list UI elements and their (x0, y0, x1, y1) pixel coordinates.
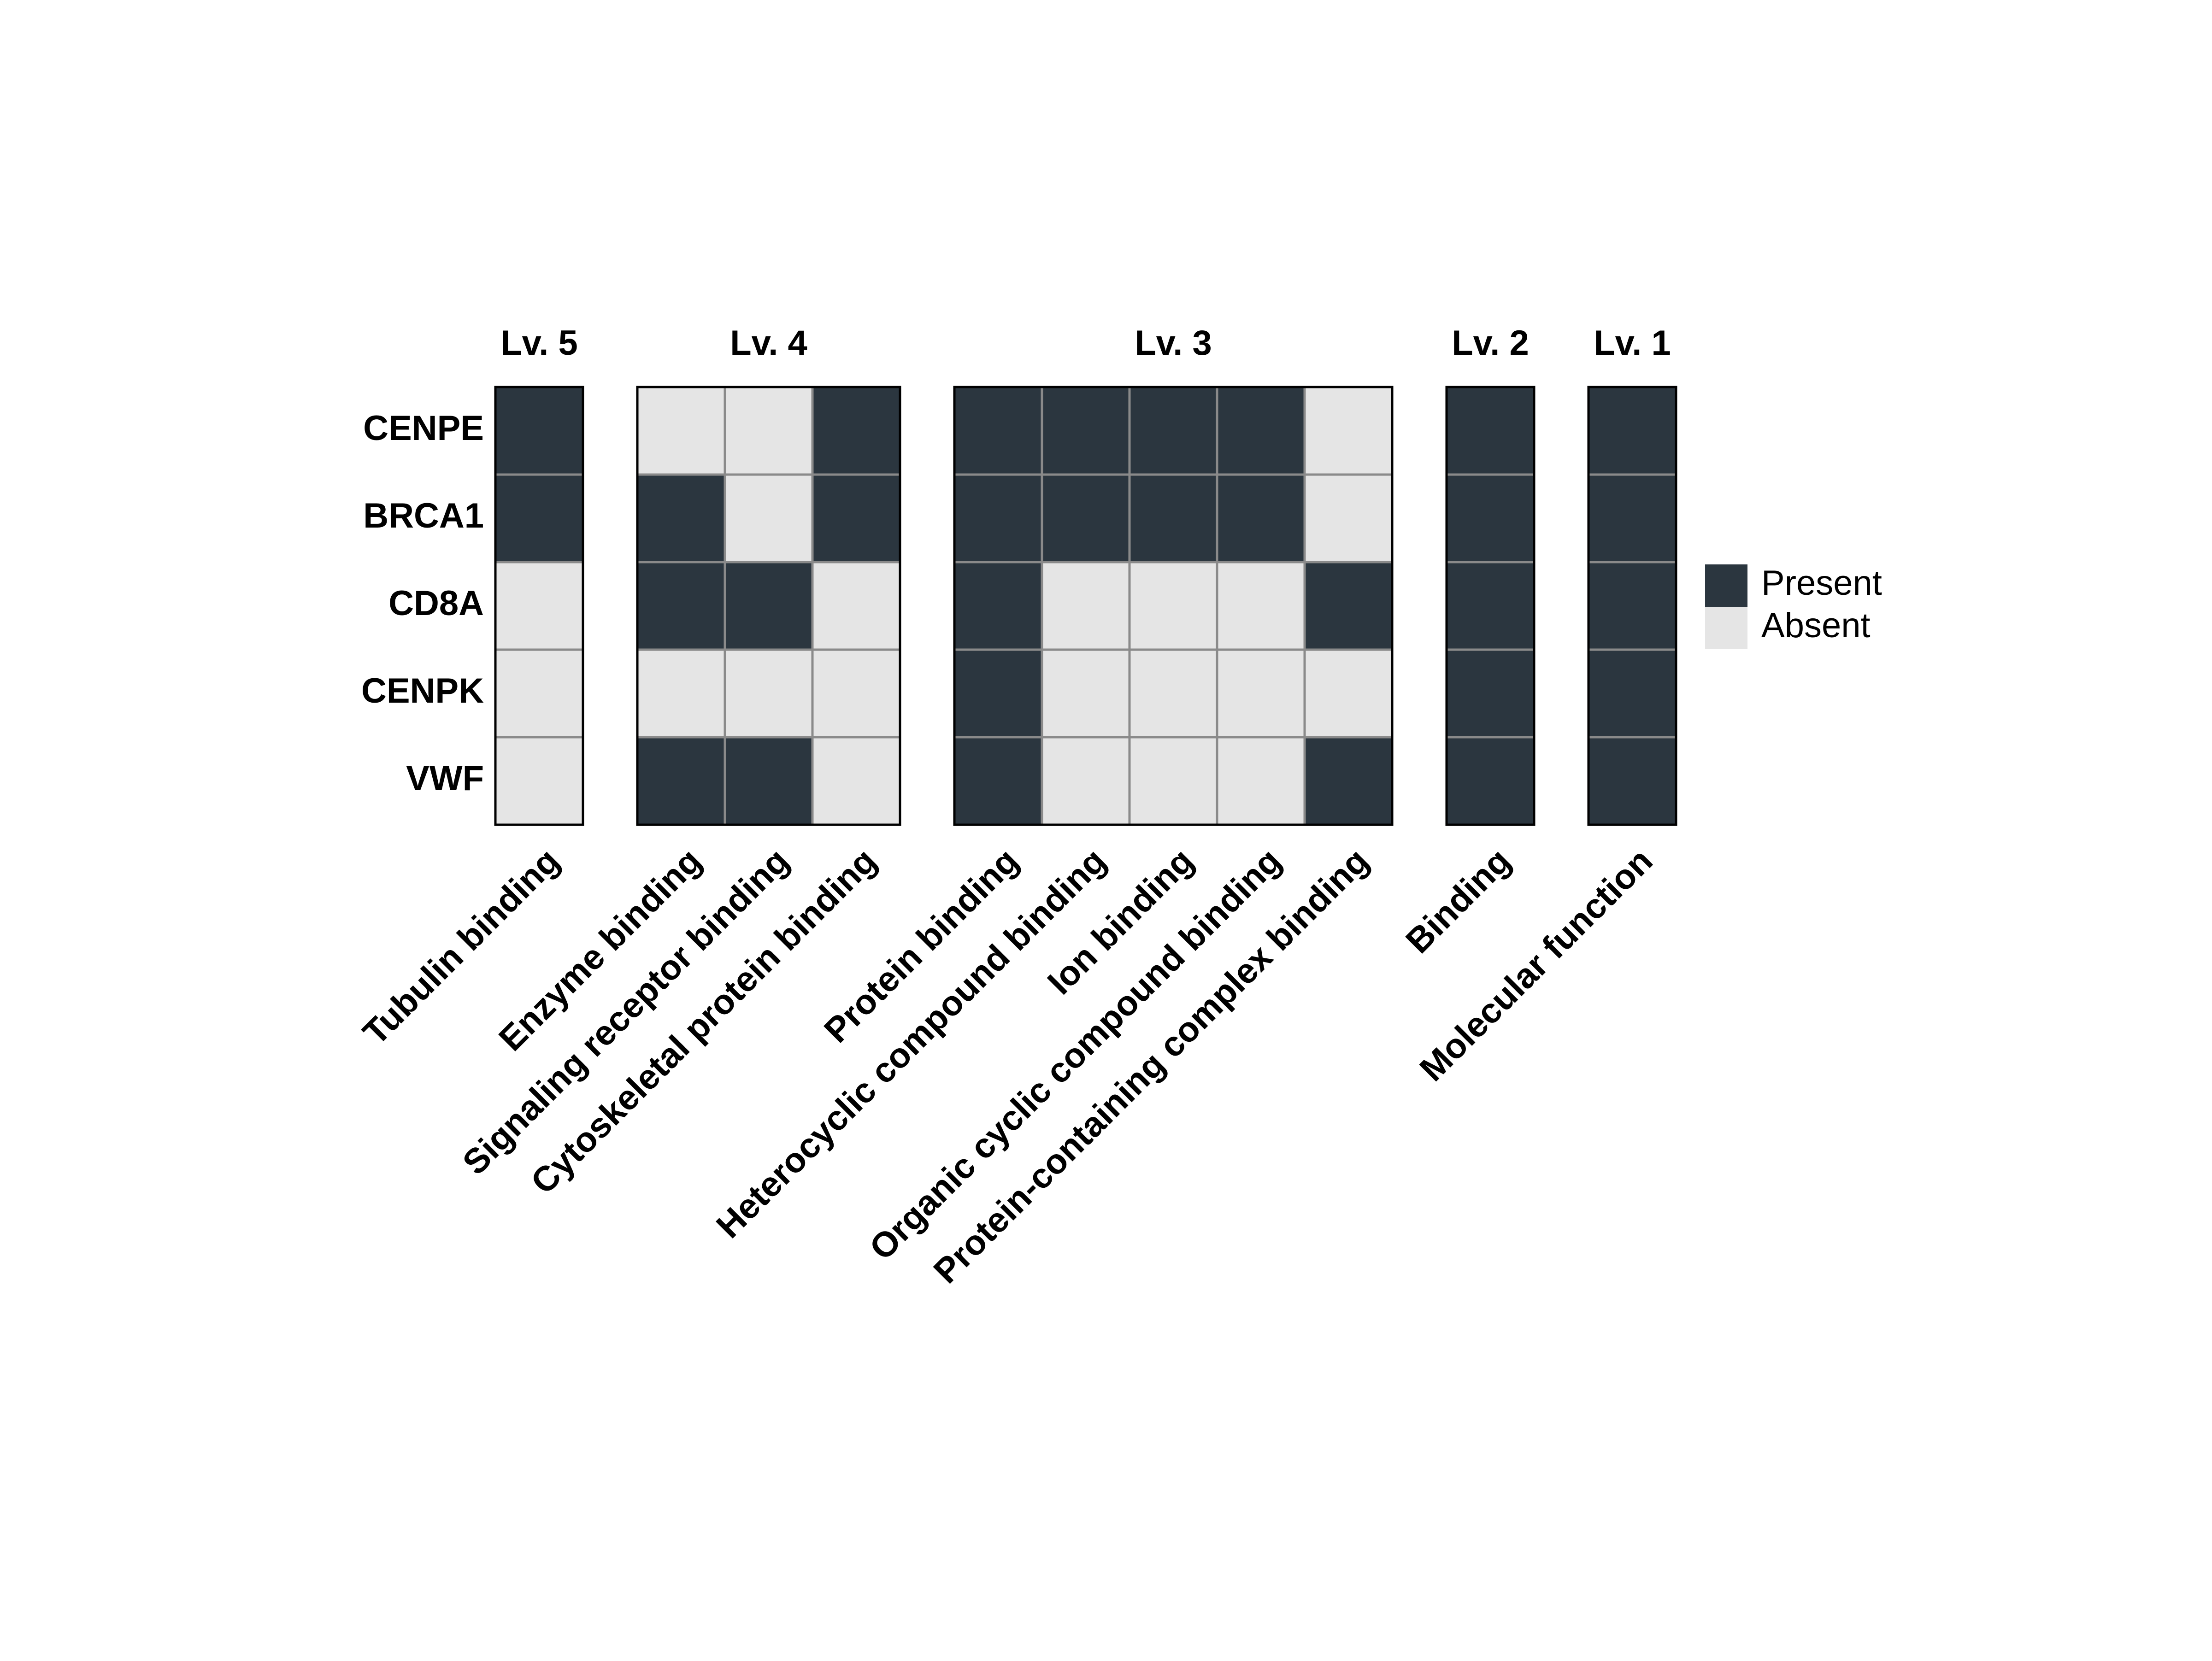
gene-label-vwf: VWF (406, 759, 484, 798)
heatmap-cell (811, 736, 901, 826)
heatmap-cell (1128, 561, 1218, 651)
heatmap-cell (1445, 386, 1535, 476)
heatmap-cell (724, 736, 814, 826)
panel-border-lv-1 (1587, 386, 1677, 826)
panel-border-lv-4 (636, 386, 901, 826)
heatmap-cell (1587, 648, 1677, 739)
heatmap-cell (811, 473, 901, 563)
legend-swatch-absent (1705, 607, 1747, 649)
panel-title-lv-2: Lv. 2 (1452, 323, 1529, 363)
heatmap-cell (1587, 561, 1677, 651)
heatmap-cell (724, 561, 814, 651)
heatmap-cell (1587, 736, 1677, 826)
heatmap-cell (953, 736, 1043, 826)
heatmap-cell (1128, 648, 1218, 739)
heatmap-cell (811, 386, 901, 476)
legend-label-absent: Absent (1761, 606, 1871, 645)
heatmap-cell (811, 648, 901, 739)
heatmap-cell (1587, 386, 1677, 476)
panel-border-lv-3 (953, 386, 1394, 826)
term-label: Binding (1398, 841, 1518, 961)
heatmap-cell (1216, 648, 1306, 739)
heatmap-cell (494, 473, 584, 563)
panel-border-lv-5 (494, 386, 584, 826)
heatmap-cell (1128, 736, 1218, 826)
heatmap-cell (1041, 561, 1131, 651)
heatmap-cell (1303, 648, 1394, 739)
heatmap-cell (636, 473, 726, 563)
legend-swatch-present (1705, 564, 1747, 607)
heatmap-cell (1303, 736, 1394, 826)
heatmap-cell (1216, 736, 1306, 826)
heatmap-cell (1128, 473, 1218, 563)
heatmap-cell (1041, 386, 1131, 476)
heatmap-cell (636, 386, 726, 476)
heatmap-cell (494, 648, 584, 739)
heatmap-cell (953, 561, 1043, 651)
panel-title-lv-3: Lv. 3 (1135, 323, 1212, 363)
heatmap-cell (636, 561, 726, 651)
heatmap-cell (1445, 648, 1535, 739)
heatmap-cell (1041, 736, 1131, 826)
heatmap-cell (1303, 386, 1394, 476)
heatmap-cell (724, 386, 814, 476)
heatmap-cell (953, 473, 1043, 563)
panel-title-lv-4: Lv. 4 (730, 323, 807, 363)
heatmap-cell (1216, 386, 1306, 476)
heatmap-cell (1041, 648, 1131, 739)
panel-title-lv-5: Lv. 5 (500, 323, 578, 363)
heatmap-cell (1216, 473, 1306, 563)
heatmap-cell (636, 648, 726, 739)
heatmap-cell (1445, 736, 1535, 826)
heatmap-cell (1128, 386, 1218, 476)
heatmap-cell (953, 648, 1043, 739)
heatmap-cell (1445, 473, 1535, 563)
heatmap-cell (1587, 473, 1677, 563)
legend-label-present: Present (1761, 563, 1882, 603)
heatmap-cell (636, 736, 726, 826)
heatmap-cell (494, 386, 584, 476)
heatmap-cell (1303, 473, 1394, 563)
gene-label-cd8a: CD8A (388, 584, 484, 623)
heatmap-cell (811, 561, 901, 651)
gene-label-cenpe: CENPE (363, 409, 484, 448)
heatmap-cell (494, 736, 584, 826)
panel-border-lv-2 (1445, 386, 1535, 826)
panel-title-lv-1: Lv. 1 (1594, 323, 1671, 363)
gene-label-brca1: BRCA1 (363, 496, 484, 535)
heatmap-cell (1041, 473, 1131, 563)
term-label: Molecular function (1412, 841, 1660, 1089)
heatmap-cell (1216, 561, 1306, 651)
heatmap-cell (953, 386, 1043, 476)
heatmap-cell (494, 561, 584, 651)
heatmap-cell (1303, 561, 1394, 651)
heatmap-cell (1445, 561, 1535, 651)
heatmap-cell (724, 473, 814, 563)
heatmap-cell (724, 648, 814, 739)
gene-label-cenpk: CENPK (361, 671, 484, 710)
